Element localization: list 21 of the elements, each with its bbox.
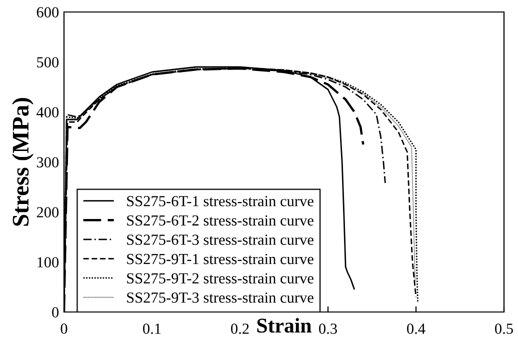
y-tick-label: 100 xyxy=(38,257,59,268)
x-tick-label: 0.5 xyxy=(495,324,513,334)
x-tick-label: 0.3 xyxy=(319,324,337,334)
y-tick-label: 600 xyxy=(36,7,59,18)
y-tick-label: 300 xyxy=(36,157,59,168)
y-tick-label: 500 xyxy=(37,57,59,68)
legend-label: SS275-6T-1 stress-strain curve xyxy=(127,196,314,206)
legend-label: SS275-9T-3 stress-strain curve xyxy=(127,292,314,303)
legend-label: SS275-6T-2 stress-strain curve xyxy=(127,215,314,226)
x-tick-label: 0.1 xyxy=(143,324,161,334)
y-tick-label: 400 xyxy=(36,107,59,118)
y-tick-label: 200 xyxy=(36,207,59,218)
x-tick-label: 0.2 xyxy=(231,324,249,334)
legend-label: SS275-9T-2 stress-strain curve xyxy=(127,273,314,284)
y-tick-label: 0 xyxy=(52,307,59,318)
legend-label: SS275-9T-1 stress-strain curve xyxy=(127,254,314,264)
y-axis-title: Stress (MPa) xyxy=(12,98,34,226)
legend-label: SS275-6T-3 stress-strain curve xyxy=(127,234,314,245)
x-tick-label: 0.4 xyxy=(407,324,426,334)
x-axis-title: Strain xyxy=(257,318,312,333)
x-tick-label: 0 xyxy=(60,324,68,334)
